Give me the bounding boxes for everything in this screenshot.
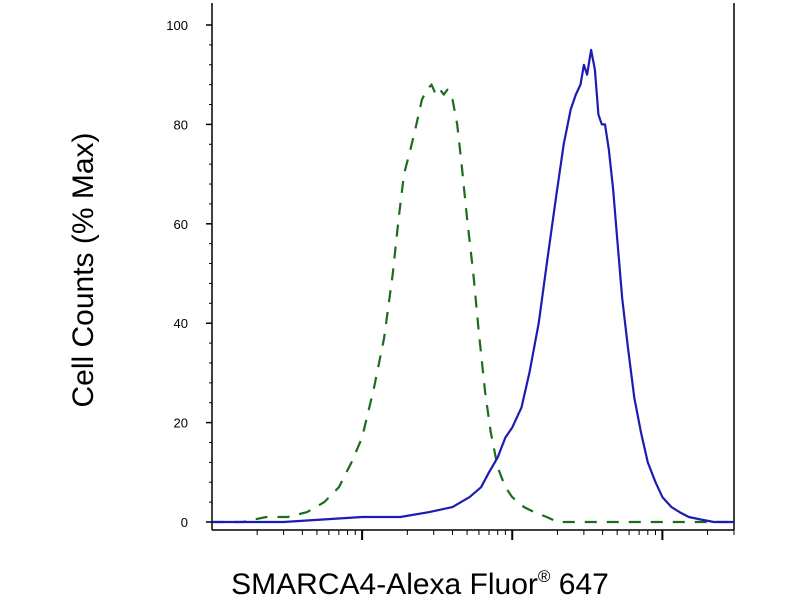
sample-histogram-line (212, 48, 734, 524)
y-tick-label: 20 (174, 416, 188, 431)
y-tick-label: 80 (174, 117, 188, 132)
x-axis-label-suffix: 647 (550, 568, 608, 600)
x-axis-label: SMARCA4-Alexa Fluor® 647 (231, 567, 609, 600)
series-layer (212, 48, 734, 524)
y-tick-label: 40 (174, 316, 188, 331)
control-histogram-line (212, 83, 734, 524)
axes: 0 20 40 60 80 100 (166, 3, 735, 540)
y-tick-label: 60 (174, 217, 188, 232)
x-axis-label-mark: ® (538, 567, 551, 586)
y-tick-label: 100 (166, 18, 188, 33)
y-axis-label: Cell Counts (% Max) (67, 132, 100, 407)
y-tick-label: 0 (181, 515, 188, 530)
x-axis-label-main: SMARCA4-Alexa Fluor (231, 568, 538, 600)
